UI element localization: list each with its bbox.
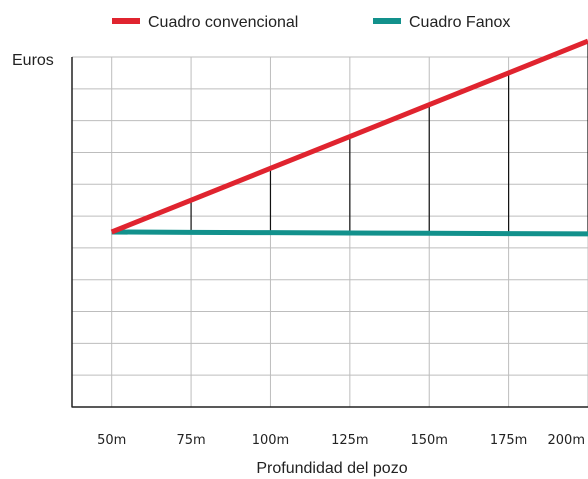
x-tick-label: 75m <box>176 433 205 448</box>
x-axis-label: Profundidad del pozo <box>256 460 407 477</box>
legend-swatch <box>373 18 401 24</box>
legend: Cuadro convencional Cuadro Fanox <box>112 14 510 31</box>
x-tick-label: 50m <box>97 433 126 448</box>
legend-label: Cuadro convencional <box>148 14 298 31</box>
x-tick-label: 150m <box>410 433 447 448</box>
x-tick-labels: 50m 75m 100m 125m 150m 175m 200m <box>97 433 585 448</box>
difference-markers <box>190 41 588 234</box>
x-tick-label: 175m <box>490 433 527 448</box>
x-tick-label: 200m <box>548 433 585 448</box>
axes <box>71 57 588 408</box>
series-line <box>110 38 588 235</box>
legend-swatch <box>112 18 140 24</box>
y-axis-label: Euros <box>12 52 54 69</box>
x-tick-label: 100m <box>252 433 289 448</box>
series-lines <box>110 38 588 237</box>
series-line <box>111 229 588 237</box>
x-tick-label: 125m <box>331 433 368 448</box>
legend-label: Cuadro Fanox <box>409 14 510 31</box>
